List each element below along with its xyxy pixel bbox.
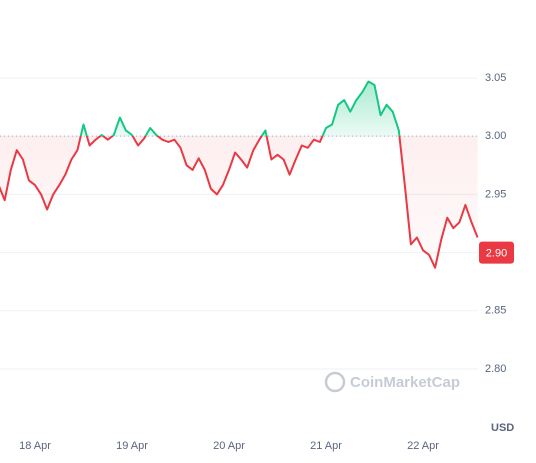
x-tick-label: 19 Apr <box>116 440 148 452</box>
price-tag-label: 2.90 <box>486 247 507 259</box>
watermark-text: CoinMarketCap <box>350 374 460 391</box>
currency-label: USD <box>491 422 514 434</box>
watermark-logo <box>324 371 346 393</box>
x-tick-label: 21 Apr <box>310 440 342 452</box>
y-tick-label: 2.85 <box>485 305 506 317</box>
y-tick-label: 2.80 <box>485 363 506 375</box>
watermark: CoinMarketCap <box>324 371 460 393</box>
price-area <box>0 81 478 268</box>
price-tag <box>479 241 514 264</box>
price-line <box>0 80 479 269</box>
x-tick-label: 22 Apr <box>407 440 439 452</box>
x-tick-label: 18 Apr <box>19 440 51 452</box>
x-tick-label: 20 Apr <box>213 440 245 452</box>
y-tick-label: 2.95 <box>485 188 506 200</box>
y-tick-label: 3.05 <box>485 72 506 84</box>
y-tick-label: 3.00 <box>485 130 506 142</box>
